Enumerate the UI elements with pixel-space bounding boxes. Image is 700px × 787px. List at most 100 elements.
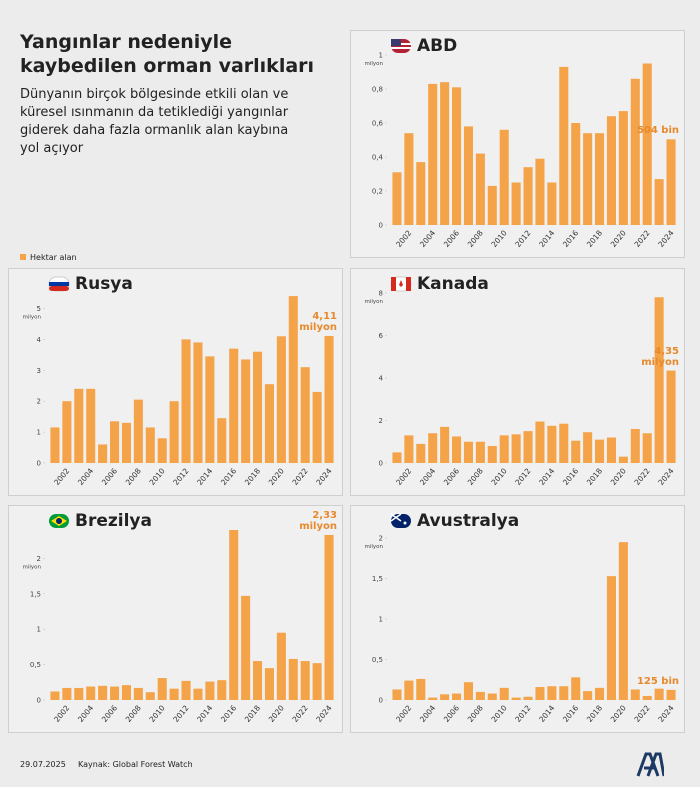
subtitle: Dünyanın birçok bölgesinde etkili olan v…: [20, 87, 289, 156]
x-tick-label: 2010: [490, 466, 509, 487]
y-tick-label: 3: [37, 367, 41, 375]
bar: [654, 297, 664, 463]
value-label: 4,11 milyon: [299, 310, 337, 333]
value-label: 2,33 milyon: [299, 509, 337, 532]
bar: [404, 435, 414, 463]
bar: [630, 78, 640, 225]
x-tick-label: 2022: [291, 466, 310, 487]
value-label: 504 bin: [636, 125, 679, 137]
x-tick-label: 2004: [418, 228, 437, 249]
bar: [511, 697, 521, 700]
bar: [463, 682, 473, 700]
flag: [49, 514, 69, 528]
x-tick-label: 2012: [171, 466, 190, 487]
x-tick-label: 2002: [394, 703, 413, 724]
bar: [559, 423, 569, 463]
bar: [229, 530, 239, 700]
bar: [595, 439, 605, 463]
bar: [50, 691, 60, 700]
bar: [157, 678, 167, 700]
bar: [62, 401, 72, 463]
bar: [392, 452, 402, 463]
bar: [312, 663, 322, 700]
bar: [416, 162, 426, 225]
bar: [241, 595, 251, 700]
bar: [392, 689, 402, 700]
y-tick-label: 1,5: [30, 590, 41, 598]
chart-title: ABD: [417, 36, 457, 56]
y-tick-label: 0: [379, 460, 383, 468]
bar: [300, 367, 310, 463]
bar: [559, 686, 569, 700]
bar: [475, 691, 485, 700]
bar: [404, 133, 414, 225]
x-tick-label: 2024: [656, 703, 675, 724]
date: 29.07.2025: [20, 760, 66, 769]
bar: [499, 435, 509, 463]
bar: [428, 83, 438, 226]
y-tick-label: 2: [37, 398, 41, 406]
bar: [86, 388, 96, 463]
bar: [452, 87, 462, 225]
bar: [145, 427, 155, 463]
bar: [86, 686, 96, 700]
bar: [606, 576, 616, 700]
bar: [452, 436, 462, 463]
bar: [392, 172, 402, 225]
bar: [487, 693, 497, 700]
bar: [276, 336, 286, 463]
x-tick-label: 2012: [513, 228, 532, 249]
y-tick-label: 0: [379, 697, 383, 705]
y-tick-label: 2: [379, 535, 383, 543]
bar: [452, 693, 462, 700]
main-title: Yangınlar nedeniyle kaybedilen orman var…: [20, 31, 315, 77]
x-tick-label: 2024: [656, 466, 675, 487]
chart-title: Rusya: [75, 274, 133, 294]
bar: [547, 425, 557, 463]
x-tick-label: 2022: [633, 228, 652, 249]
x-tick-label: 2018: [585, 703, 604, 724]
x-tick-label: 2016: [561, 703, 580, 724]
bar: [217, 418, 227, 463]
y-axis-label: milyon: [364, 544, 383, 550]
bar: [440, 426, 450, 463]
bar: [559, 66, 569, 226]
y-tick-label: 2: [379, 417, 383, 425]
x-tick-label: 2006: [100, 466, 119, 487]
x-tick-label: 2002: [394, 228, 413, 249]
x-tick-label: 2016: [219, 466, 238, 487]
x-tick-label: 2020: [267, 466, 286, 487]
x-tick-label: 2024: [314, 466, 333, 487]
y-tick-label: 0: [379, 222, 383, 230]
bar: [264, 668, 274, 700]
bar: [181, 339, 191, 463]
bar: [595, 133, 605, 225]
bar: [62, 687, 72, 700]
bar: [217, 680, 227, 700]
y-axis-label: milyon: [364, 61, 383, 67]
bar: [74, 388, 84, 463]
chart-panel: Avustralya 0 0,5 1 1,5 2 milyon 2002 2004 2006 200…: [350, 505, 685, 733]
bar: [288, 296, 298, 463]
bar: [606, 116, 616, 225]
bar: [157, 438, 167, 463]
y-axis-label: milyon: [22, 314, 41, 320]
bar: [642, 433, 652, 463]
y-tick-label: 0,5: [372, 656, 383, 664]
bar: [511, 182, 521, 225]
y-tick-label: 1: [37, 429, 41, 437]
chart-panel: Kanada 0 2 4 6 8 milyon 2002 2004 2006 2008 2010 201…: [350, 268, 685, 496]
bar: [595, 687, 605, 700]
bar: [499, 129, 509, 225]
value-label: 125 bin: [636, 675, 679, 687]
bar: [511, 434, 521, 463]
bar: [428, 433, 438, 463]
x-tick-label: 2004: [418, 466, 437, 487]
bar: [74, 687, 84, 700]
bar: [583, 432, 593, 463]
bar: [440, 694, 450, 700]
